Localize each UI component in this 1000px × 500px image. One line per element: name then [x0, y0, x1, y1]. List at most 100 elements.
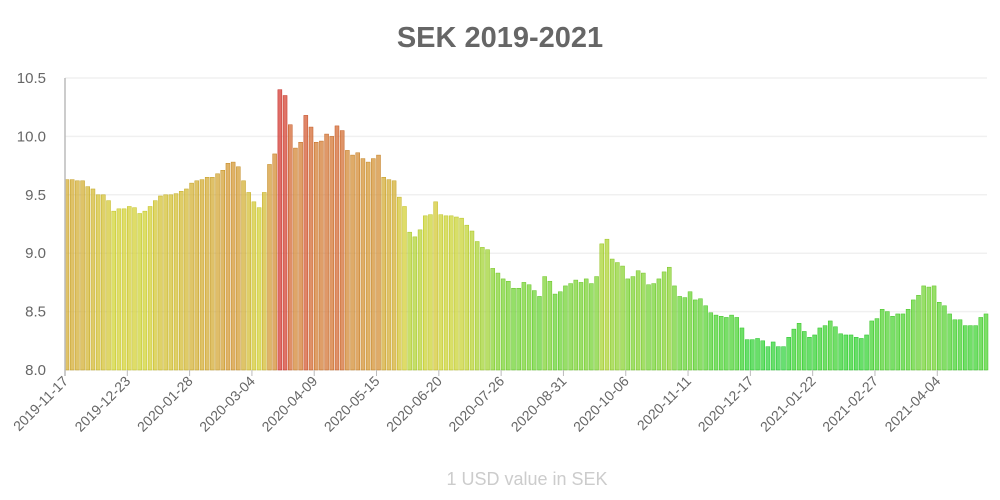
bar — [241, 180, 246, 371]
bar — [708, 312, 714, 371]
x-tick-label: 2020-08-31 — [508, 373, 570, 435]
bar — [454, 216, 459, 371]
bar — [791, 328, 797, 371]
bar — [921, 285, 926, 371]
bar — [661, 271, 667, 371]
bar — [469, 230, 475, 371]
x-tick-label: 2019-11-17 — [10, 373, 71, 434]
x-tick-label: 2020-06-20 — [383, 373, 445, 435]
bar — [926, 286, 932, 371]
bar — [682, 297, 688, 371]
bar — [635, 270, 641, 371]
bar — [822, 325, 828, 371]
bar — [916, 294, 921, 371]
bar — [885, 311, 890, 371]
bar — [589, 283, 594, 371]
bar — [313, 141, 319, 371]
x-tick-label: 2020-07-26 — [445, 373, 507, 435]
x-tick-label: 2021-02-27 — [819, 373, 881, 435]
bar — [630, 276, 636, 371]
bar — [111, 210, 116, 371]
bar — [215, 173, 220, 371]
bar — [251, 201, 257, 371]
bar — [272, 153, 277, 371]
bar — [609, 258, 615, 371]
bar — [604, 238, 610, 371]
bar — [506, 280, 511, 371]
bar — [173, 193, 179, 371]
bar — [931, 285, 937, 371]
x-tick-label: 2021-01-22 — [757, 373, 819, 435]
bar — [495, 272, 501, 371]
bar — [480, 247, 485, 371]
bar — [698, 298, 703, 371]
bar — [90, 188, 96, 371]
bar — [615, 262, 620, 371]
bar — [557, 291, 563, 371]
bar — [843, 334, 849, 371]
bar — [947, 313, 952, 371]
bar — [464, 224, 470, 371]
bar — [703, 305, 708, 371]
bar — [895, 313, 900, 371]
x-axis-title: 1 USD value in SEK — [446, 469, 607, 489]
bar — [900, 313, 906, 371]
y-tick-label: 10.5 — [17, 70, 46, 87]
bar — [957, 319, 963, 371]
bar — [594, 276, 599, 371]
bar — [345, 150, 350, 371]
bar — [189, 182, 194, 371]
bar — [298, 141, 303, 371]
bar — [983, 313, 989, 371]
bar — [568, 283, 573, 371]
bar — [869, 320, 875, 371]
bar — [542, 276, 547, 371]
bar — [293, 147, 298, 371]
bar — [339, 130, 345, 371]
bar — [210, 177, 215, 371]
bar — [646, 284, 651, 371]
y-tick-label: 9.5 — [25, 187, 46, 204]
bar — [386, 179, 392, 371]
bar — [833, 326, 838, 371]
bar — [718, 316, 724, 371]
bar — [428, 214, 433, 371]
bar — [225, 163, 231, 371]
bar — [692, 299, 698, 371]
bar — [137, 213, 142, 371]
bar — [827, 320, 833, 371]
bar — [397, 196, 402, 371]
bar — [552, 293, 558, 371]
x-tick-label: 2020-03-04 — [196, 373, 258, 435]
bar — [802, 331, 807, 371]
bar — [796, 323, 802, 371]
bar — [85, 186, 90, 371]
y-tick-label: 9.0 — [25, 245, 46, 262]
bar — [973, 325, 978, 371]
bar — [163, 194, 168, 371]
bar — [599, 243, 605, 371]
bar — [158, 195, 163, 371]
bar — [199, 179, 205, 371]
bar — [677, 296, 682, 371]
bar — [329, 136, 335, 371]
bar — [578, 282, 584, 371]
bar — [443, 215, 449, 371]
bar — [288, 124, 293, 371]
bar — [879, 309, 885, 371]
x-tick-label: 2020-05-15 — [321, 373, 383, 435]
bar — [537, 296, 542, 371]
bar — [184, 188, 189, 371]
bar — [334, 125, 340, 371]
bar — [490, 268, 495, 371]
bar — [625, 278, 630, 371]
bar — [230, 161, 236, 371]
bar — [750, 339, 755, 371]
bar — [739, 327, 745, 371]
bar — [308, 126, 314, 371]
bar — [641, 272, 646, 371]
x-tick-label: 2019-12-23 — [71, 373, 133, 435]
x-tick-label: 2020-11-11 — [634, 373, 695, 434]
bar — [178, 191, 184, 371]
